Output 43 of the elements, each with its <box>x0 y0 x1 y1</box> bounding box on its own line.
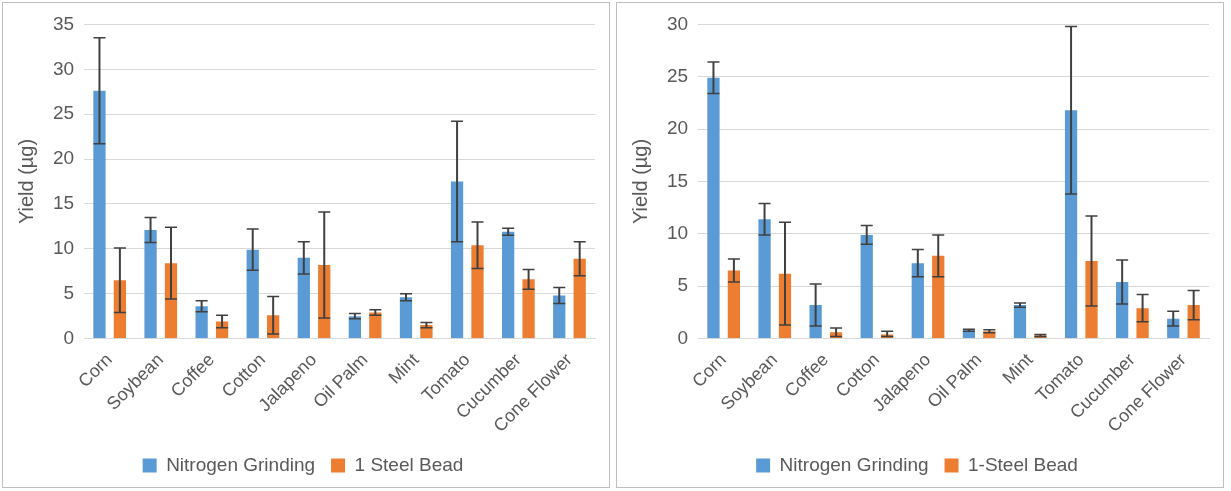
legend-label: 1-Steel Bead <box>968 453 1078 475</box>
bar <box>144 229 157 339</box>
bar <box>911 263 924 339</box>
y-tick-label: 15 <box>666 169 689 191</box>
legend-label: Nitrogen Grinding <box>779 453 929 475</box>
y-tick-label: 35 <box>52 12 75 34</box>
y-tick-label: 5 <box>63 281 75 303</box>
y-tick-label: 0 <box>677 326 689 348</box>
y-tick-label: 0 <box>63 326 75 348</box>
y-axis-title: Yield (µg) <box>628 138 651 225</box>
y-tick-label: 20 <box>52 147 75 169</box>
bar <box>93 90 106 339</box>
bar <box>195 306 208 339</box>
legend-label: Nitrogen Grinding <box>166 453 316 475</box>
bar <box>522 279 535 339</box>
bar <box>860 234 873 339</box>
y-tick-label: 10 <box>52 237 75 259</box>
x-tick-label: Mint <box>998 349 1037 388</box>
y-tick-label: 25 <box>52 102 75 124</box>
bar <box>1013 305 1027 339</box>
bar <box>932 255 945 339</box>
bar <box>399 297 413 339</box>
bar <box>450 181 464 339</box>
y-tick-label: 5 <box>677 274 689 296</box>
bar <box>246 249 259 339</box>
y-tick-label: 15 <box>52 192 75 214</box>
y-tick-label: 10 <box>666 222 689 244</box>
bar <box>758 219 771 339</box>
bar <box>573 258 586 339</box>
y-tick-label: 30 <box>52 57 75 79</box>
y-tick-label: 25 <box>666 65 689 86</box>
bar <box>297 257 310 339</box>
y-tick-label: 30 <box>666 12 689 34</box>
y-axis-title: Yield (µg) <box>14 138 37 225</box>
bar <box>471 245 484 339</box>
bar <box>1064 110 1078 339</box>
x-tick-label: Mint <box>384 349 423 388</box>
y-tick-label: 20 <box>666 117 689 139</box>
bar <box>553 295 566 339</box>
bar <box>707 77 720 339</box>
legend-label: 1 Steel Bead <box>354 453 464 475</box>
bar <box>727 270 741 339</box>
bar <box>502 231 515 339</box>
